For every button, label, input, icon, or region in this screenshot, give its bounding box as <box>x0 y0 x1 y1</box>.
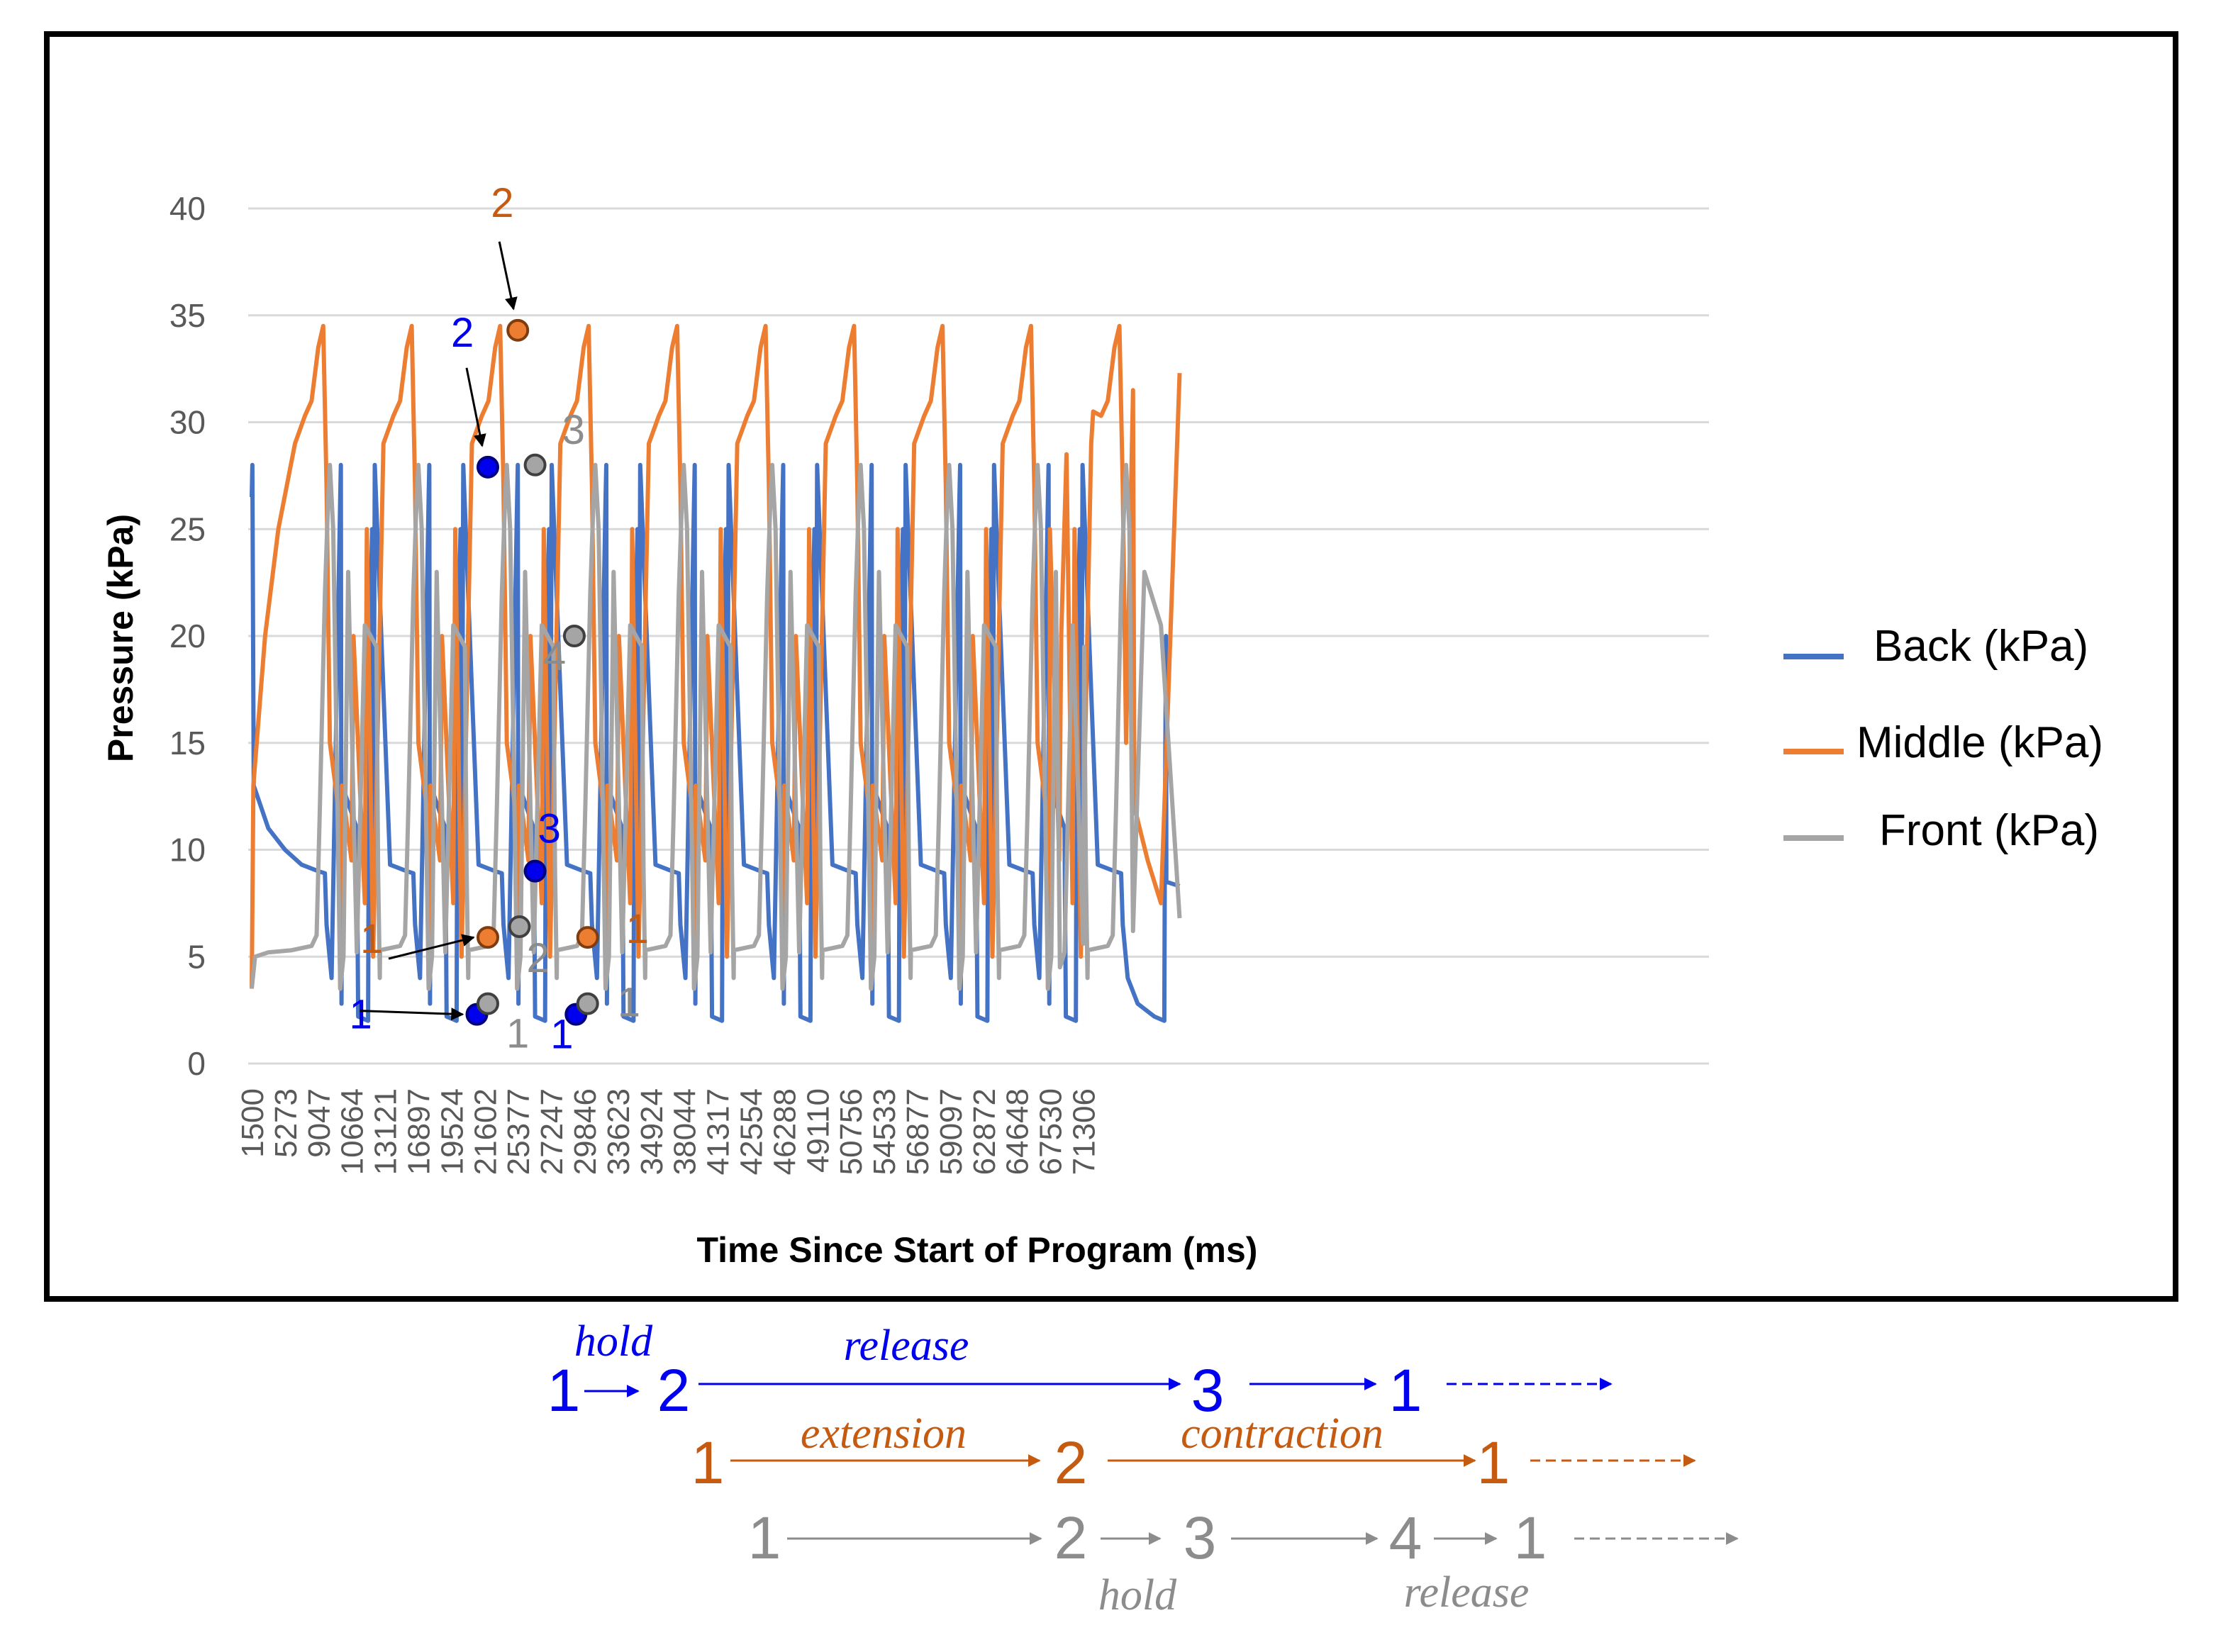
legend-label-front: Front (kPa) <box>1879 806 2099 855</box>
back-state-1-return: 1 <box>1389 1357 1422 1424</box>
middle-marker <box>506 318 530 342</box>
x-axis-title: Time Since Start of Program (ms) <box>697 1230 1258 1270</box>
front-marker-label: 3 <box>562 407 585 453</box>
middle-state-1: 1 <box>691 1429 725 1496</box>
x-tick-label: 19524 <box>435 1088 469 1175</box>
middle-marker-arrow <box>498 241 518 311</box>
front-marker <box>508 915 531 939</box>
x-tick-label: 34924 <box>635 1088 669 1175</box>
middle-label-contraction: contraction <box>1181 1410 1383 1458</box>
front-label-hold: hold <box>1098 1571 1177 1619</box>
x-axis-ticks: 1500527390471066413121168971952421602253… <box>235 1088 1102 1175</box>
y-tick-label: 35 <box>169 297 206 334</box>
x-tick-label: 5273 <box>269 1088 304 1158</box>
x-tick-label: 54533 <box>867 1088 902 1175</box>
x-tick-label: 1500 <box>235 1088 270 1158</box>
back-marker <box>523 859 547 883</box>
front-marker-label: 1 <box>506 1011 529 1057</box>
back-state-1: 1 <box>547 1357 581 1424</box>
x-tick-label: 25377 <box>501 1088 536 1175</box>
back-label-release: release <box>844 1322 969 1370</box>
x-tick-label: 9047 <box>302 1088 337 1158</box>
middle-marker-label: 1 <box>360 916 383 962</box>
middle-label-extension: extension <box>801 1410 967 1458</box>
x-tick-label: 16897 <box>402 1088 437 1175</box>
y-tick-label: 25 <box>169 510 206 547</box>
x-tick-label: 21602 <box>468 1088 503 1175</box>
y-tick-label: 20 <box>169 618 206 654</box>
back-marker-arrow <box>360 1008 464 1021</box>
x-tick-label: 38044 <box>668 1088 703 1175</box>
back-state-3: 3 <box>1191 1357 1225 1424</box>
front-marker <box>523 453 547 476</box>
x-tick-label: 59097 <box>934 1088 969 1175</box>
grid-lines <box>248 207 1709 1065</box>
middle-marker-label: 1 <box>626 906 649 952</box>
back-state-2: 2 <box>657 1357 691 1424</box>
x-tick-label: 10664 <box>335 1088 370 1175</box>
back-label-hold: hold <box>574 1317 653 1366</box>
series-line-middle <box>250 323 1182 991</box>
legend-label-back: Back (kPa) <box>1873 622 2088 671</box>
chart-frame <box>44 31 2178 1302</box>
legend-label-middle: Middle (kPa) <box>1856 718 2103 767</box>
x-tick-label: 67530 <box>1034 1088 1069 1175</box>
x-tick-label: 29846 <box>568 1088 603 1175</box>
y-tick-label: 40 <box>169 190 206 227</box>
front-state-3: 3 <box>1184 1505 1217 1571</box>
front-marker-label: 4 <box>543 633 566 679</box>
y-tick-label: 0 <box>187 1045 206 1082</box>
front-marker <box>576 992 599 1015</box>
x-tick-label: 62872 <box>967 1088 1002 1175</box>
middle-marker-arrow <box>388 934 475 960</box>
front-state-2: 2 <box>1054 1505 1088 1571</box>
back-marker-arrow <box>465 367 486 447</box>
front-state-1-return: 1 <box>1514 1505 1547 1571</box>
front-marker <box>476 992 499 1015</box>
sequence-front: 1 2 hold 3 4 release 1 <box>748 1505 1739 1619</box>
front-marker <box>562 625 586 647</box>
series-line-front <box>250 462 1182 991</box>
front-marker-label: 1 <box>618 980 640 1026</box>
x-tick-label: 27247 <box>535 1088 569 1175</box>
x-tick-label: 50756 <box>834 1088 869 1175</box>
x-tick-label: 64648 <box>1001 1088 1035 1175</box>
middle-marker <box>476 926 499 949</box>
front-state-1: 1 <box>748 1505 781 1571</box>
back-marker <box>476 455 499 479</box>
x-tick-label: 13121 <box>369 1088 403 1175</box>
front-label-release: release <box>1404 1568 1530 1617</box>
middle-state-1-return: 1 <box>1477 1429 1510 1496</box>
y-tick-label: 5 <box>187 938 206 975</box>
sequence-middle: 1 extension 2 contraction 1 <box>691 1410 1696 1496</box>
x-tick-label: 49110 <box>801 1088 835 1173</box>
y-axis-ticks: 0 5 10 15 20 25 30 35 40 <box>169 190 206 1082</box>
x-tick-label: 71306 <box>1067 1088 1102 1175</box>
front-state-4: 4 <box>1389 1505 1422 1571</box>
y-tick-label: 10 <box>169 832 206 869</box>
back-marker-label: 1 <box>350 992 372 1038</box>
front-marker-label: 2 <box>527 935 550 981</box>
middle-marker <box>576 926 599 949</box>
back-marker-label: 3 <box>538 806 561 852</box>
x-tick-label: 42554 <box>735 1088 769 1175</box>
back-marker-label: 1 <box>550 1012 573 1058</box>
x-tick-label: 33623 <box>601 1088 636 1175</box>
y-axis-title: Pressure (kPa) <box>101 514 140 762</box>
sequence-back: 1 hold 2 release 3 1 <box>547 1317 1613 1424</box>
x-tick-label: 41317 <box>701 1088 736 1175</box>
middle-marker-label: 2 <box>491 180 513 226</box>
middle-state-2: 2 <box>1054 1429 1088 1496</box>
legend: Back (kPa) Middle (kPa) Front (kPa) <box>1783 622 2103 855</box>
x-tick-label: 56877 <box>901 1088 935 1175</box>
x-tick-label: 46288 <box>767 1088 802 1175</box>
back-marker-label: 2 <box>451 310 474 356</box>
y-tick-label: 30 <box>169 404 206 441</box>
series-line-back <box>250 462 1181 1023</box>
y-tick-label: 15 <box>169 725 206 761</box>
series-lines <box>250 323 1182 1023</box>
